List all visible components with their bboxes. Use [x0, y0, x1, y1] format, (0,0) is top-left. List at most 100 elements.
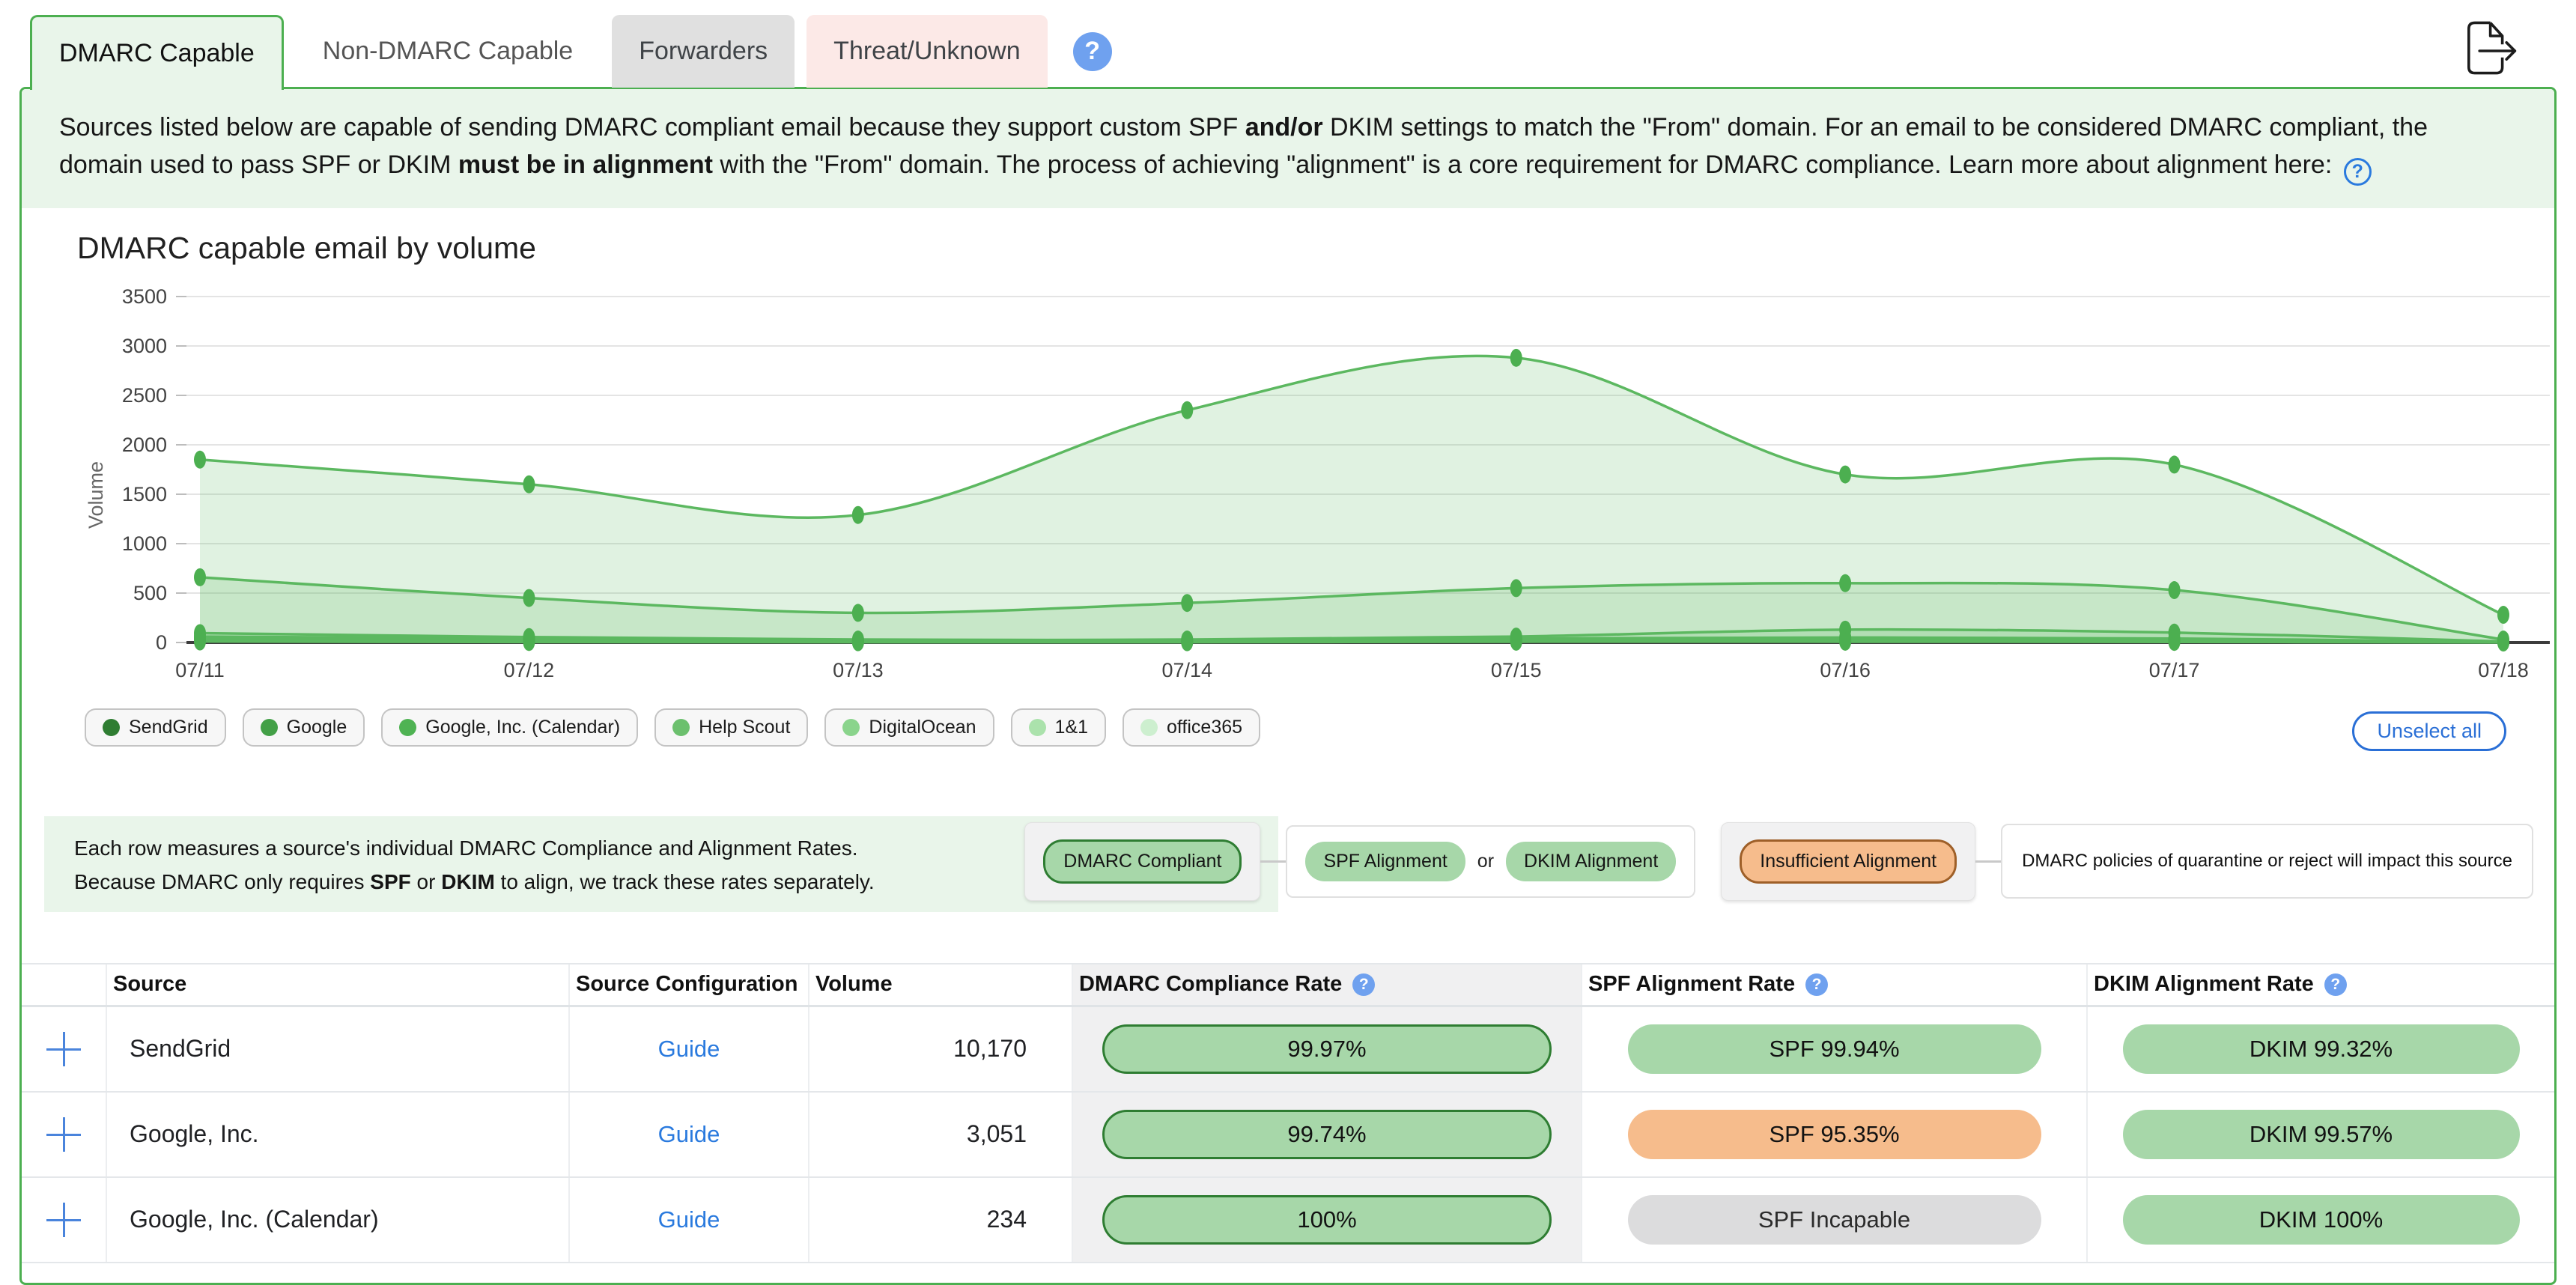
legend-chip-digitalocean[interactable]: DigitalOcean — [824, 708, 994, 747]
table-row: Google, Inc. (Calendar) Guide 234 100% SPF I… — [22, 1177, 2554, 1263]
tab-threat-unknown[interactable]: Threat/Unknown — [806, 15, 1048, 88]
svg-text:07/14: 07/14 — [1161, 659, 1212, 681]
column-header-label: SPF Alignment Rate — [1588, 972, 1796, 996]
rates-note-line2: Because DMARC only requires SPF or DKIM … — [74, 869, 875, 893]
svg-text:07/15: 07/15 — [1491, 659, 1542, 681]
legend-chip-label: Help Scout — [699, 716, 791, 738]
legend-chip-google[interactable]: Google — [242, 708, 365, 747]
table-cell — [22, 1006, 107, 1091]
alignment-help-icon[interactable]: ? — [2343, 157, 2372, 186]
tab-label: Forwarders — [639, 37, 768, 65]
source-name: Google, Inc. (Calendar) — [130, 1206, 379, 1233]
tab-dmarc-capable[interactable]: DMARC Capable — [30, 15, 284, 90]
chart-title: DMARC capable email by volume — [77, 230, 536, 265]
legend-chip-label: Google — [286, 716, 347, 738]
table-body: SendGrid Guide 10,170 99.97% SPF 99.94% DKIM … — [22, 1006, 2554, 1263]
svg-text:07/13: 07/13 — [833, 659, 884, 681]
table-cell: SPF 95.35% — [1582, 1092, 2088, 1176]
legend-chip-label: office365 — [1167, 716, 1243, 738]
tab-non-dmarc-capable[interactable]: Non-DMARC Capable — [296, 15, 600, 88]
insufficient-alignment-card: Insufficient Alignment — [1721, 821, 1976, 901]
legend-dot-icon — [1028, 718, 1046, 736]
export-button[interactable] — [2459, 16, 2519, 79]
spf-alignment-rate-help-icon[interactable]: ? — [1805, 973, 1829, 996]
badge-legend: DMARC Compliant SPF Alignment or DKIM Al… — [1024, 821, 2533, 901]
tab-bar: DMARC Capable Non-DMARC Capable Forwarde… — [30, 15, 1112, 90]
guide-link[interactable]: Guide — [657, 1206, 720, 1233]
dkim-rate-pill: DKIM 99.57% — [2122, 1109, 2520, 1159]
legend-chip-sendgrid[interactable]: SendGrid — [85, 708, 226, 747]
policy-impact-text: DMARC policies of quarantine or reject w… — [2022, 851, 2512, 871]
column-header-label: DKIM Alignment Rate — [2094, 972, 2314, 996]
alignment-badges-card: SPF Alignment or DKIM Alignment — [1286, 824, 1696, 898]
chart-legend: SendGrid Google Google, Inc. (Calendar) Hel… — [85, 708, 1261, 747]
spf-rate-pill: SPF 95.35% — [1627, 1109, 2041, 1159]
connector-line — [1975, 860, 2002, 863]
column-header-label: Source Configuration — [576, 972, 798, 996]
unselect-all-button[interactable]: Unselect all — [2352, 711, 2506, 751]
column-header-expander — [22, 964, 107, 1005]
legend-chip-label: 1&1 — [1054, 716, 1089, 738]
svg-text:07/18: 07/18 — [2478, 659, 2529, 681]
table-cell: DKIM 99.32% — [2088, 1007, 2554, 1091]
svg-text:1500: 1500 — [122, 483, 167, 505]
dkim-rate-pill: DKIM 100% — [2122, 1194, 2520, 1245]
policy-impact-card: DMARC policies of quarantine or reject w… — [2001, 824, 2533, 899]
or-label: or — [1477, 850, 1495, 872]
svg-text:1000: 1000 — [122, 532, 167, 555]
table-header-row: Source Source Configuration Volume DMARC Co… — [22, 964, 2554, 1007]
table-cell: 234 — [809, 1177, 1073, 1262]
column-header-source: Source — [107, 964, 570, 1005]
legend-chip-1-1[interactable]: 1&1 — [1010, 708, 1107, 747]
expand-row-button[interactable] — [46, 1117, 81, 1152]
legend-dot-icon — [842, 718, 860, 736]
tabs-help-icon[interactable]: ? — [1072, 31, 1112, 71]
svg-text:07/11: 07/11 — [175, 659, 225, 681]
expand-row-button[interactable] — [46, 1202, 81, 1237]
legend-dot-icon — [1140, 718, 1158, 736]
svg-text:500: 500 — [133, 582, 167, 604]
table-cell: SendGrid — [107, 1006, 570, 1091]
guide-link[interactable]: Guide — [657, 1035, 720, 1062]
table-cell: Guide — [570, 1092, 809, 1176]
table-cell: 99.97% — [1073, 1006, 1582, 1091]
volume-value: 234 — [986, 1206, 1027, 1233]
svg-text:2500: 2500 — [122, 384, 167, 407]
table-row: Google, Inc. Guide 3,051 99.74% SPF 95.35% DK… — [22, 1092, 2554, 1178]
svg-text:2000: 2000 — [122, 434, 167, 456]
table-cell: 3,051 — [809, 1092, 1073, 1176]
sources-table: Source Source Configuration Volume DMARC Co… — [22, 962, 2554, 1263]
dkim-alignment-badge: DKIM Alignment — [1506, 841, 1677, 881]
tab-forwarders[interactable]: Forwarders — [612, 15, 795, 88]
table-cell: DKIM 99.57% — [2088, 1093, 2554, 1176]
dkim-alignment-rate-help-icon[interactable]: ? — [2324, 973, 2347, 996]
source-name: Google, Inc. — [130, 1120, 259, 1147]
legend-chip-label: Google, Inc. (Calendar) — [425, 716, 621, 738]
legend-chip-help-scout[interactable]: Help Scout — [654, 708, 809, 747]
expand-row-button[interactable] — [46, 1031, 81, 1066]
table-cell — [22, 1177, 107, 1262]
tab-label: DMARC Capable — [59, 39, 255, 67]
svg-text:3500: 3500 — [122, 285, 167, 308]
description-text: Sources listed below are capable of send… — [59, 113, 2428, 179]
legend-chip-office365[interactable]: office365 — [1123, 708, 1261, 747]
column-header-volume: Volume — [809, 964, 1073, 1005]
panel-description: Sources listed below are capable of send… — [22, 89, 2554, 208]
rates-note-row: Each row measures a source's individual … — [22, 815, 2554, 945]
legend-dot-icon — [399, 718, 417, 736]
spf-alignment-badge: SPF Alignment — [1305, 841, 1465, 881]
table-cell — [22, 1092, 107, 1176]
dmarc-compliance-rate-help-icon[interactable]: ? — [1352, 973, 1376, 996]
table-cell: DKIM 100% — [2088, 1178, 2554, 1262]
legend-dot-icon — [672, 718, 690, 736]
guide-link[interactable]: Guide — [657, 1120, 720, 1147]
svg-text:0: 0 — [156, 631, 167, 654]
legend-chip-google-inc-calendar[interactable]: Google, Inc. (Calendar) — [381, 708, 639, 747]
volume-value: 3,051 — [966, 1120, 1027, 1147]
table-cell: 99.74% — [1073, 1092, 1582, 1176]
column-header-label: DMARC Compliance Rate — [1079, 972, 1343, 996]
svg-text:07/17: 07/17 — [2149, 659, 2200, 681]
svg-text:07/16: 07/16 — [1820, 659, 1871, 681]
column-header-label: Source — [113, 972, 187, 996]
dmarc-compliant-badge: DMARC Compliant — [1043, 839, 1242, 884]
